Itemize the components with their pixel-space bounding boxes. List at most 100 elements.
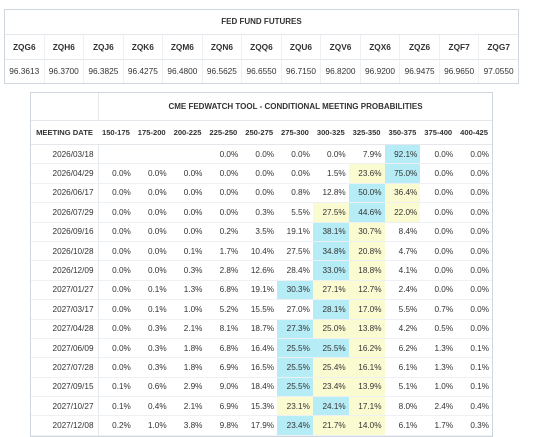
probability-cell: 0.1%	[133, 280, 170, 301]
probability-cell: 0.0%	[169, 222, 206, 242]
meeting-date: 2026/12/09	[31, 260, 99, 281]
probability-cell: 0.0%	[456, 183, 492, 204]
probability-cell: 8.0%	[384, 396, 421, 417]
probability-cell: 6.8%	[205, 338, 242, 359]
probability-cell: 23.4%	[277, 415, 313, 436]
probability-cell: 9.8%	[205, 415, 242, 436]
probability-cell: 1.3%	[169, 280, 206, 301]
table-row: 2026/12/09 0.0% 0.0% 0.3% 2.8% 12.6% 28.4% 33.0…	[31, 260, 492, 281]
probability-cell: 17.1%	[348, 396, 385, 417]
probability-cell: 1.3%	[420, 338, 457, 359]
meeting-date: 2026/09/16	[31, 222, 99, 242]
probability-cell: 2.4%	[420, 396, 457, 417]
probability-cell	[133, 144, 170, 165]
probability-cell: 0.6%	[133, 377, 170, 398]
probability-cell: 22.0%	[384, 202, 421, 223]
probability-cell: 15.5%	[241, 299, 278, 320]
probability-cell: 1.8%	[169, 338, 206, 359]
probability-cell: 0.0%	[420, 163, 457, 184]
probability-cell: 0.0%	[420, 222, 457, 242]
probability-cell: 1.3%	[420, 357, 457, 378]
probability-cell: 25.5%	[312, 338, 349, 359]
probability-cell: 0.0%	[98, 163, 134, 184]
probabilities-table: MEETING DATE 150-175 175-200 200-225 225-250…	[31, 121, 492, 436]
probability-cell: 0.0%	[241, 144, 278, 165]
meeting-date: 2027/06/09	[31, 338, 99, 359]
probability-cell: 0.0%	[456, 319, 492, 339]
probability-cell: 0.2%	[205, 222, 242, 242]
probability-cell: 5.5%	[384, 299, 421, 320]
probability-cell: 0.0%	[169, 163, 206, 184]
probability-cell: 0.0%	[169, 202, 206, 223]
probabilities-title: CME FEDWATCH TOOL - CONDITIONAL MEETING …	[168, 102, 423, 111]
probability-cell: 24.1%	[312, 396, 349, 417]
futures-price-value: 97.0550	[478, 60, 518, 83]
probability-cell: 28.4%	[277, 260, 313, 281]
probability-cell: 0.0%	[98, 260, 134, 281]
table-row: 2027/09/15 0.1% 0.6% 2.9% 9.0% 18.4% 25.5% 23.4…	[31, 377, 492, 398]
futures-contract-label: ZQX6	[359, 35, 400, 60]
probability-cell: 13.8%	[348, 319, 385, 339]
probability-cell: 4.1%	[384, 260, 421, 281]
probability-cell: 4.7%	[384, 241, 421, 262]
probability-cell: 0.0%	[277, 163, 313, 184]
probability-cell: 9.0%	[205, 377, 242, 398]
probability-cell: 8.1%	[205, 319, 242, 339]
futures-contract-label: ZQG7	[478, 35, 518, 60]
rate-range-header: 200-225	[169, 121, 206, 145]
probability-cell: 0.4%	[456, 396, 492, 417]
rate-range-header: 350-375	[384, 121, 421, 145]
rate-range-header: 250-275	[241, 121, 278, 145]
probability-cell: 25.5%	[277, 338, 313, 359]
futures-price-value: 96.8200	[320, 60, 360, 83]
probability-cell: 28.1%	[312, 299, 349, 320]
probability-cell: 7.9%	[348, 144, 385, 165]
probability-cell: 27.0%	[277, 299, 313, 320]
probability-cell: 23.1%	[277, 396, 313, 417]
probability-cell: 6.1%	[384, 415, 421, 436]
probability-cell: 18.7%	[241, 319, 278, 339]
futures-price-value: 96.4800	[162, 60, 202, 83]
probability-cell: 0.7%	[420, 299, 457, 320]
probability-cell: 16.4%	[241, 338, 278, 359]
meeting-date: 2026/03/18	[31, 144, 99, 165]
probability-cell: 0.0%	[205, 202, 242, 223]
probability-cell: 0.0%	[133, 163, 170, 184]
futures-contract-label: ZQV6	[320, 35, 360, 60]
probability-cell: 16.5%	[241, 357, 278, 378]
probability-cell: 0.0%	[456, 222, 492, 242]
probability-cell: 0.0%	[312, 144, 349, 165]
probability-cell: 19.1%	[241, 280, 278, 301]
probability-cell: 0.0%	[241, 163, 278, 184]
probability-cell: 0.0%	[420, 241, 457, 262]
probability-cell: 0.1%	[456, 338, 492, 359]
probability-cell: 44.6%	[348, 202, 385, 223]
probability-cell: 0.1%	[456, 377, 492, 398]
probability-cell: 0.0%	[456, 299, 492, 320]
probability-cell: 0.3%	[133, 338, 170, 359]
probability-cell: 27.5%	[312, 202, 349, 223]
probability-cell: 0.0%	[98, 222, 134, 242]
futures-contract-label: ZQG6	[5, 35, 44, 60]
probability-cell: 18.8%	[348, 260, 385, 281]
rate-range-header: 225-250	[205, 121, 242, 145]
fed-fund-futures-panel: FED FUND FUTURES ZQG6 ZQH6 ZQJ6 ZQK6 ZQM6 ZQN…	[4, 9, 519, 84]
probability-cell: 6.2%	[384, 338, 421, 359]
futures-price-row: 96.3613 96.3700 96.3825 96.4275 96.4800 96.56…	[5, 60, 518, 83]
futures-contract-label: ZQK6	[122, 35, 163, 60]
probability-cell: 0.1%	[98, 396, 134, 417]
probability-cell: 0.1%	[456, 357, 492, 378]
probability-cell: 0.0%	[98, 357, 134, 378]
probability-cell: 0.3%	[456, 415, 492, 436]
futures-price-value: 96.4275	[122, 60, 163, 83]
probability-cell: 12.8%	[312, 183, 349, 204]
probability-cell: 0.0%	[98, 280, 134, 301]
table-row: 2026/03/18 0.0% 0.0% 0.0% 0.0% 7.9% 92.1% 0.0% 0…	[31, 144, 492, 165]
futures-contract-label: ZQQ6	[241, 35, 281, 60]
probability-cell: 27.5%	[277, 241, 313, 262]
table-row: 2026/09/16 0.0% 0.0% 0.0% 0.2% 3.5% 19.1% 38.1%…	[31, 222, 492, 242]
meeting-date: 2026/07/29	[31, 202, 99, 223]
probability-cell: 16.1%	[348, 357, 385, 378]
meeting-date: 2027/07/28	[31, 357, 99, 378]
futures-price-value: 96.3613	[9, 66, 40, 76]
